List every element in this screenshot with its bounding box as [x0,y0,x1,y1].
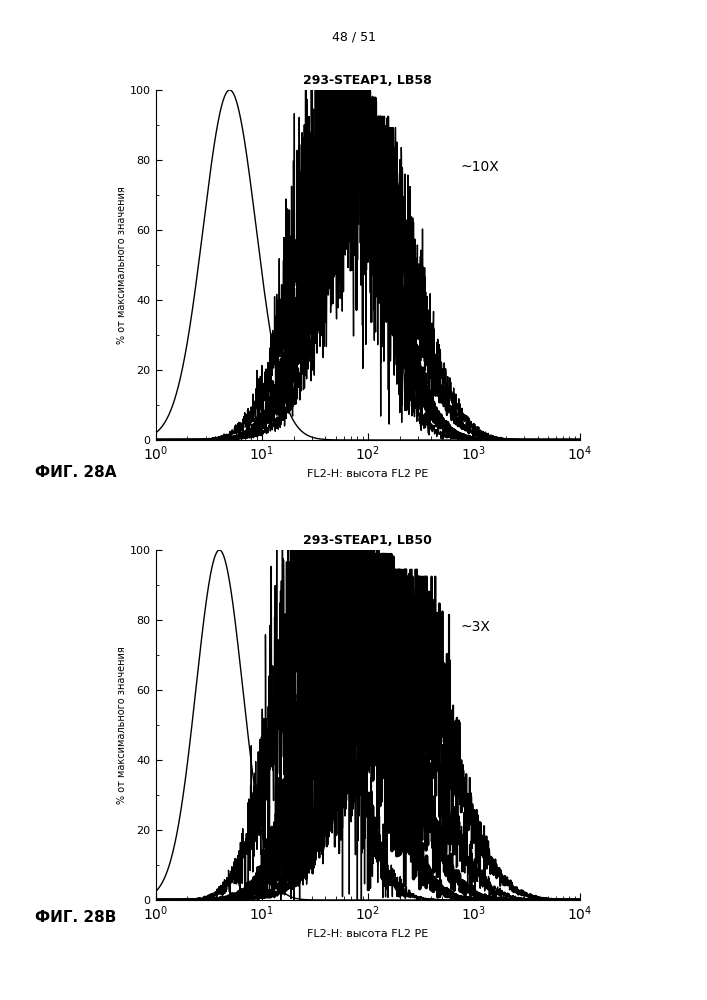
Text: ~3X: ~3X [461,620,491,634]
Text: ФИГ. 28A: ФИГ. 28A [35,465,117,480]
Text: ФИГ. 28B: ФИГ. 28B [35,910,117,925]
X-axis label: FL2-H: высота FL2 PE: FL2-H: высота FL2 PE [307,469,428,479]
X-axis label: FL2-H: высота FL2 PE: FL2-H: высота FL2 PE [307,929,428,939]
Y-axis label: % от максимального значения: % от максимального значения [117,646,127,804]
Title: 293-STEAP1, LB58: 293-STEAP1, LB58 [303,74,432,87]
Title: 293-STEAP1, LB50: 293-STEAP1, LB50 [303,534,432,547]
Y-axis label: % от максимального значения: % от максимального значения [117,186,127,344]
Text: 48 / 51: 48 / 51 [332,30,375,43]
Text: ~10X: ~10X [461,160,500,174]
